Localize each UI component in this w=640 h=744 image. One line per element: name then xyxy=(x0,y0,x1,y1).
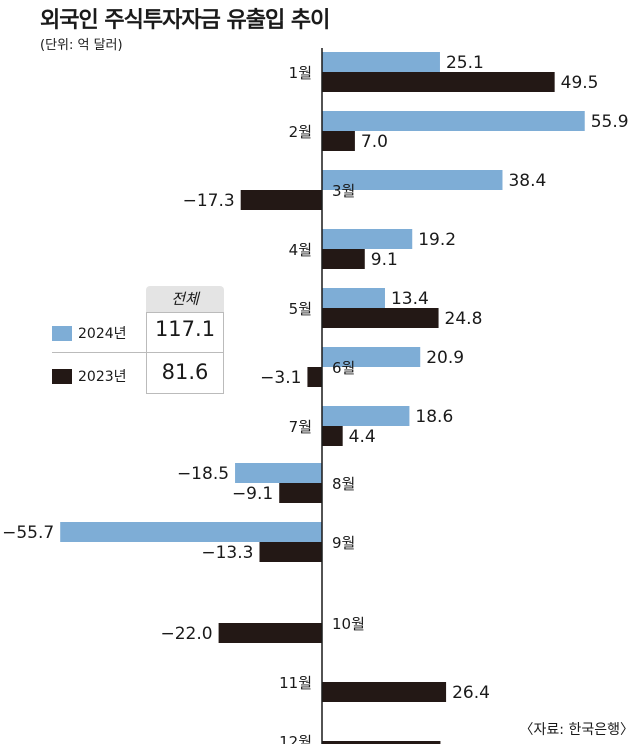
legend-item-2023: 2023년 xyxy=(52,362,146,390)
month-label-1: 1월 xyxy=(289,64,312,82)
bar-2023-12 xyxy=(322,741,441,744)
value-label-2024-5: 13.4 xyxy=(391,289,429,309)
value-label-2023-3: −17.3 xyxy=(183,191,235,211)
bar-2024-4 xyxy=(322,229,413,249)
bar-2023-11 xyxy=(322,682,447,702)
month-label-8: 8월 xyxy=(332,475,355,493)
unit-label: (단위: 억 달러) xyxy=(40,38,123,53)
value-label-2023-11: 26.4 xyxy=(452,683,490,703)
legend: 전체 2024년 117.1 2023년 81.6 xyxy=(52,286,224,396)
bar-2024-7 xyxy=(322,406,410,426)
bar-2024-3 xyxy=(322,170,503,190)
bar-2024-6 xyxy=(322,347,421,367)
month-label-2: 2월 xyxy=(289,123,312,141)
bar-2023-3 xyxy=(240,190,322,210)
bar-2024-9 xyxy=(60,522,323,542)
value-label-2024-3: 38.4 xyxy=(508,171,546,191)
value-label-2024-6: 20.9 xyxy=(426,348,464,368)
month-label-9: 9월 xyxy=(332,534,355,552)
bar-2023-2 xyxy=(322,131,355,151)
bar-2023-1 xyxy=(322,72,555,92)
month-label-5: 5월 xyxy=(289,300,312,318)
source-note: 〈자료: 한국은행〉 xyxy=(519,722,634,738)
legend-item-2024: 2024년 xyxy=(52,319,146,347)
month-label-12: 12월 xyxy=(279,733,312,744)
legend-swatch-2024 xyxy=(52,326,72,341)
legend-totals-box xyxy=(146,312,224,394)
month-label-3: 3월 xyxy=(332,182,355,200)
bar-2024-5 xyxy=(322,288,385,308)
value-label-2024-8: −18.5 xyxy=(177,464,229,484)
value-label-2024-9: −55.7 xyxy=(2,523,54,543)
bar-2023-5 xyxy=(322,308,439,328)
chart-title: 외국인 주식투자자금 유출입 추이 xyxy=(40,8,330,33)
month-label-7: 7월 xyxy=(289,418,312,436)
month-label-10: 10월 xyxy=(332,615,365,633)
value-label-2023-7: 4.4 xyxy=(349,427,376,447)
legend-divider xyxy=(52,352,224,353)
bar-2023-9 xyxy=(259,542,322,562)
month-label-11: 11월 xyxy=(279,674,312,692)
bar-2023-6 xyxy=(307,367,322,387)
legend-header: 전체 xyxy=(146,286,224,312)
value-label-2023-1: 49.5 xyxy=(561,73,599,93)
month-label-4: 4월 xyxy=(289,241,312,259)
bar-2023-10 xyxy=(218,623,322,643)
value-label-2023-5: 24.8 xyxy=(445,309,483,329)
value-label-2023-12: 25.2 xyxy=(446,742,484,744)
value-label-2024-1: 25.1 xyxy=(446,53,484,73)
bar-2024-1 xyxy=(322,52,440,72)
legend-total-2024: 117.1 xyxy=(154,317,216,341)
value-label-2024-4: 19.2 xyxy=(418,230,456,250)
legend-swatch-2023 xyxy=(52,369,72,384)
value-label-2023-10: −22.0 xyxy=(160,624,212,644)
value-label-2024-2: 55.9 xyxy=(591,112,629,132)
legend-label-2024: 2024년 xyxy=(78,326,127,342)
value-label-2024-7: 18.6 xyxy=(415,407,453,427)
bar-2024-8 xyxy=(235,463,322,483)
bar-2023-4 xyxy=(322,249,365,269)
legend-total-2023: 81.6 xyxy=(161,360,209,384)
bar-2024-2 xyxy=(322,111,585,131)
legend-label-2023: 2023년 xyxy=(78,369,127,385)
value-label-2023-4: 9.1 xyxy=(371,250,398,270)
bar-2023-8 xyxy=(279,483,322,503)
value-label-2023-6: −3.1 xyxy=(260,368,301,388)
value-label-2023-9: −13.3 xyxy=(201,543,253,563)
bar-2023-7 xyxy=(322,426,343,446)
month-label-6: 6월 xyxy=(332,359,355,377)
value-label-2023-8: −9.1 xyxy=(232,484,273,504)
value-label-2023-2: 7.0 xyxy=(361,132,388,152)
